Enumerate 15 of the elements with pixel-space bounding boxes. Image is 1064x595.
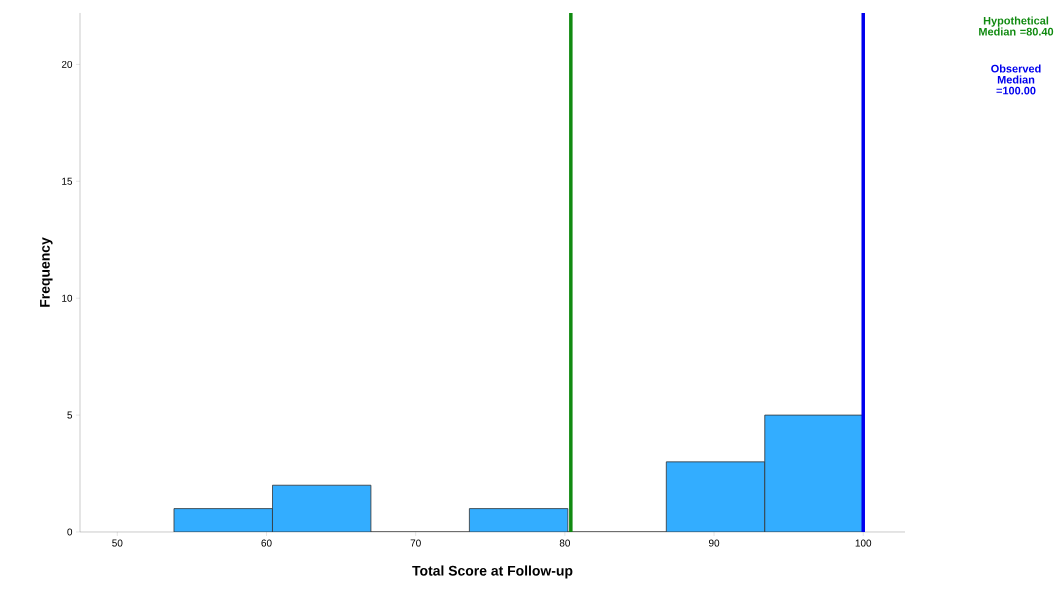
ref-line-label: Observed Median =100.00 <box>991 64 1041 95</box>
y-tick-label: 20 <box>61 60 73 68</box>
x-tick-label: 80 <box>559 539 571 547</box>
x-axis-title: Total Score at Follow-up <box>412 565 573 579</box>
x-tick-label: 90 <box>708 539 720 547</box>
y-axis-title: Frequency <box>40 237 53 307</box>
ref-line-label: Hypothetical Median =80.40 <box>979 16 1054 36</box>
x-tick-label: 50 <box>112 539 123 547</box>
x-tick-label: 60 <box>261 539 272 547</box>
y-tick-label: 5 <box>67 411 73 419</box>
x-tick-label: 70 <box>410 539 421 547</box>
y-tick-label: 0 <box>67 528 73 536</box>
x-tick-label: 100 <box>855 539 872 547</box>
y-tick-label: 10 <box>62 294 73 302</box>
y-tick-label: 15 <box>62 177 73 185</box>
